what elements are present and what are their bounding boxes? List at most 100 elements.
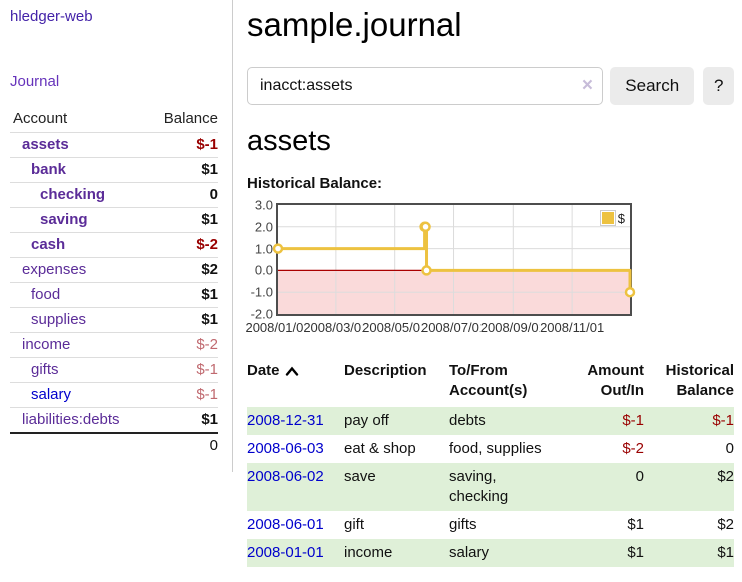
account-link[interactable]: income (22, 336, 71, 353)
x-tick-label: 2008/11/01 (540, 320, 605, 335)
transaction-amount-cell: 0 (635, 468, 644, 485)
transaction-description-cell: save (344, 468, 376, 485)
y-tick-label: -2.0 (250, 306, 273, 322)
account-balance: $-1 (196, 386, 218, 403)
x-tick-label: 2008/05/01 (362, 320, 428, 335)
sidebar-account-row[interactable]: income $-2 (10, 332, 218, 357)
transaction-description-cell: gift (344, 516, 365, 533)
sidebar-account-row[interactable]: salary $-1 (10, 382, 218, 407)
clear-search-icon[interactable]: × (581, 75, 594, 96)
account-link[interactable]: bank (31, 161, 67, 178)
accounts-total-value: 0 (209, 437, 218, 454)
account-link[interactable]: cash (31, 236, 66, 253)
account-link[interactable]: saving (40, 211, 88, 228)
accounts-table-header: Account Balance (10, 107, 218, 132)
sidebar: hledger-web Journal Account Balance asse… (0, 0, 233, 472)
help-button[interactable]: ? (703, 67, 734, 105)
transaction-date-link[interactable]: 2008-06-01 (247, 516, 324, 533)
accounts-table: Account Balance assets $-1 bank $1 checking 0… (10, 107, 218, 460)
sidebar-account-row[interactable]: saving $1 (10, 207, 218, 232)
sidebar-account-row[interactable]: gifts $-1 (10, 357, 218, 382)
account-link[interactable]: gifts (31, 361, 59, 378)
date-column-header[interactable]: Date (247, 359, 344, 407)
description-column-header: Description (344, 362, 427, 379)
account-balance: $1 (201, 411, 218, 428)
y-tick-label: 1.0 (254, 241, 273, 257)
balance-column-header: Balance (163, 110, 218, 127)
account-heading: assets (247, 125, 331, 157)
x-tick-label: 2008/01/01 (245, 320, 311, 335)
register-row: 2008-06-02 save saving, checking 0 $2 (247, 463, 734, 511)
transaction-date-cell: 2008-12-31 (247, 407, 344, 435)
transaction-date-link[interactable]: 2008-06-03 (247, 440, 324, 457)
account-balance: $1 (201, 211, 218, 228)
transaction-amount-cell: $-2 (622, 440, 644, 457)
account-link[interactable]: expenses (22, 261, 87, 278)
balance-column-header-main: Historical Balance (665, 362, 734, 399)
account-link[interactable]: supplies (31, 311, 87, 328)
brand-link[interactable]: hledger-web (10, 8, 93, 25)
sidebar-account-row[interactable]: bank $1 (10, 157, 218, 182)
search-form: × Search ? (247, 67, 734, 105)
transaction-amount-cell: $1 (627, 544, 644, 561)
transaction-description-cell: eat & shop (344, 440, 416, 457)
account-balance: $2 (201, 261, 218, 278)
chart-plot-area: $ (272, 203, 636, 316)
register-row: 2008-01-01 income salary $1 $1 (247, 539, 734, 567)
transaction-date-cell: 2008-01-01 (247, 539, 344, 567)
chart-title: Historical Balance: (247, 175, 383, 192)
account-balance: $-1 (196, 136, 218, 153)
register-table: Date Description To/From Account(s) Amou… (247, 359, 734, 567)
chart-legend: $ (599, 210, 625, 226)
transaction-date-cell: 2008-06-01 (247, 511, 344, 539)
account-link[interactable]: salary (31, 386, 72, 403)
sidebar-account-row[interactable]: liabilities:debts $1 (10, 407, 218, 432)
transaction-description-cell: pay off (344, 412, 389, 429)
transaction-date-cell: 2008-06-03 (247, 435, 344, 463)
chart-canvas (272, 205, 636, 314)
register-row: 2008-12-31 pay off debts $-1 $-1 (247, 407, 734, 435)
y-tick-label: 3.0 (254, 197, 273, 213)
y-tick-label: -1.0 (250, 284, 273, 300)
nav-journal-link[interactable]: Journal (10, 73, 60, 90)
sidebar-account-row[interactable]: expenses $2 (10, 257, 218, 282)
transaction-accounts-cell: gifts (449, 516, 477, 533)
sidebar-account-row[interactable]: assets $-1 (10, 132, 218, 157)
transaction-accounts-cell: salary (449, 544, 490, 561)
transaction-date-link[interactable]: 2008-12-31 (247, 412, 324, 429)
account-balance: $-1 (196, 361, 218, 378)
register-row: 2008-06-03 eat & shop food, supplies $-2 0 (247, 435, 734, 463)
x-tick-label: 2008/09/01 (480, 320, 546, 335)
transaction-amount-cell: $1 (627, 516, 644, 533)
sidebar-account-row[interactable]: food $1 (10, 282, 218, 307)
legend-swatch-icon (599, 210, 616, 226)
sidebar-account-row[interactable]: cash $-2 (10, 232, 218, 257)
search-input[interactable] (247, 67, 604, 105)
account-balance: $1 (201, 311, 218, 328)
search-button[interactable]: Search (610, 67, 695, 105)
transaction-date-link[interactable]: 2008-01-01 (247, 544, 324, 561)
y-tick-label: 0.0 (254, 262, 273, 278)
account-link[interactable]: checking (40, 186, 106, 203)
sidebar-nav: Journal (10, 26, 218, 91)
transaction-accounts-cell: saving, checking (449, 468, 509, 505)
transaction-accounts-cell: debts (449, 412, 486, 429)
account-balance: $-2 (196, 336, 218, 353)
transaction-date-link[interactable]: 2008-06-02 (247, 468, 324, 485)
account-balance: $1 (201, 286, 218, 303)
account-column-header: Account (13, 110, 68, 127)
sidebar-account-row[interactable]: checking 0 (10, 182, 218, 207)
transaction-balance-cell: $1 (717, 544, 734, 561)
historical-balance-chart[interactable]: 3.0 2.0 1.0 0.0 -1.0 -2.0 $ 2008/01/01 2008/03… (245, 198, 734, 343)
account-link[interactable]: liabilities:debts (22, 411, 120, 428)
account-balance: 0 (209, 186, 218, 203)
sidebar-account-row[interactable]: supplies $1 (10, 307, 218, 332)
x-tick-label: 2008/03/01 (303, 320, 369, 335)
chart-y-axis: 3.0 2.0 1.0 0.0 -1.0 -2.0 (247, 198, 273, 322)
sort-ascending-icon (285, 366, 298, 376)
accounts-rows: assets $-1 bank $1 checking 0 saving $1 cash $-2 e… (10, 132, 218, 432)
main-content: sample.journal × Search ? assets Histori… (233, 0, 741, 567)
transaction-date-cell: 2008-06-02 (247, 463, 344, 511)
account-link[interactable]: food (31, 286, 61, 303)
account-link[interactable]: assets (22, 136, 69, 153)
